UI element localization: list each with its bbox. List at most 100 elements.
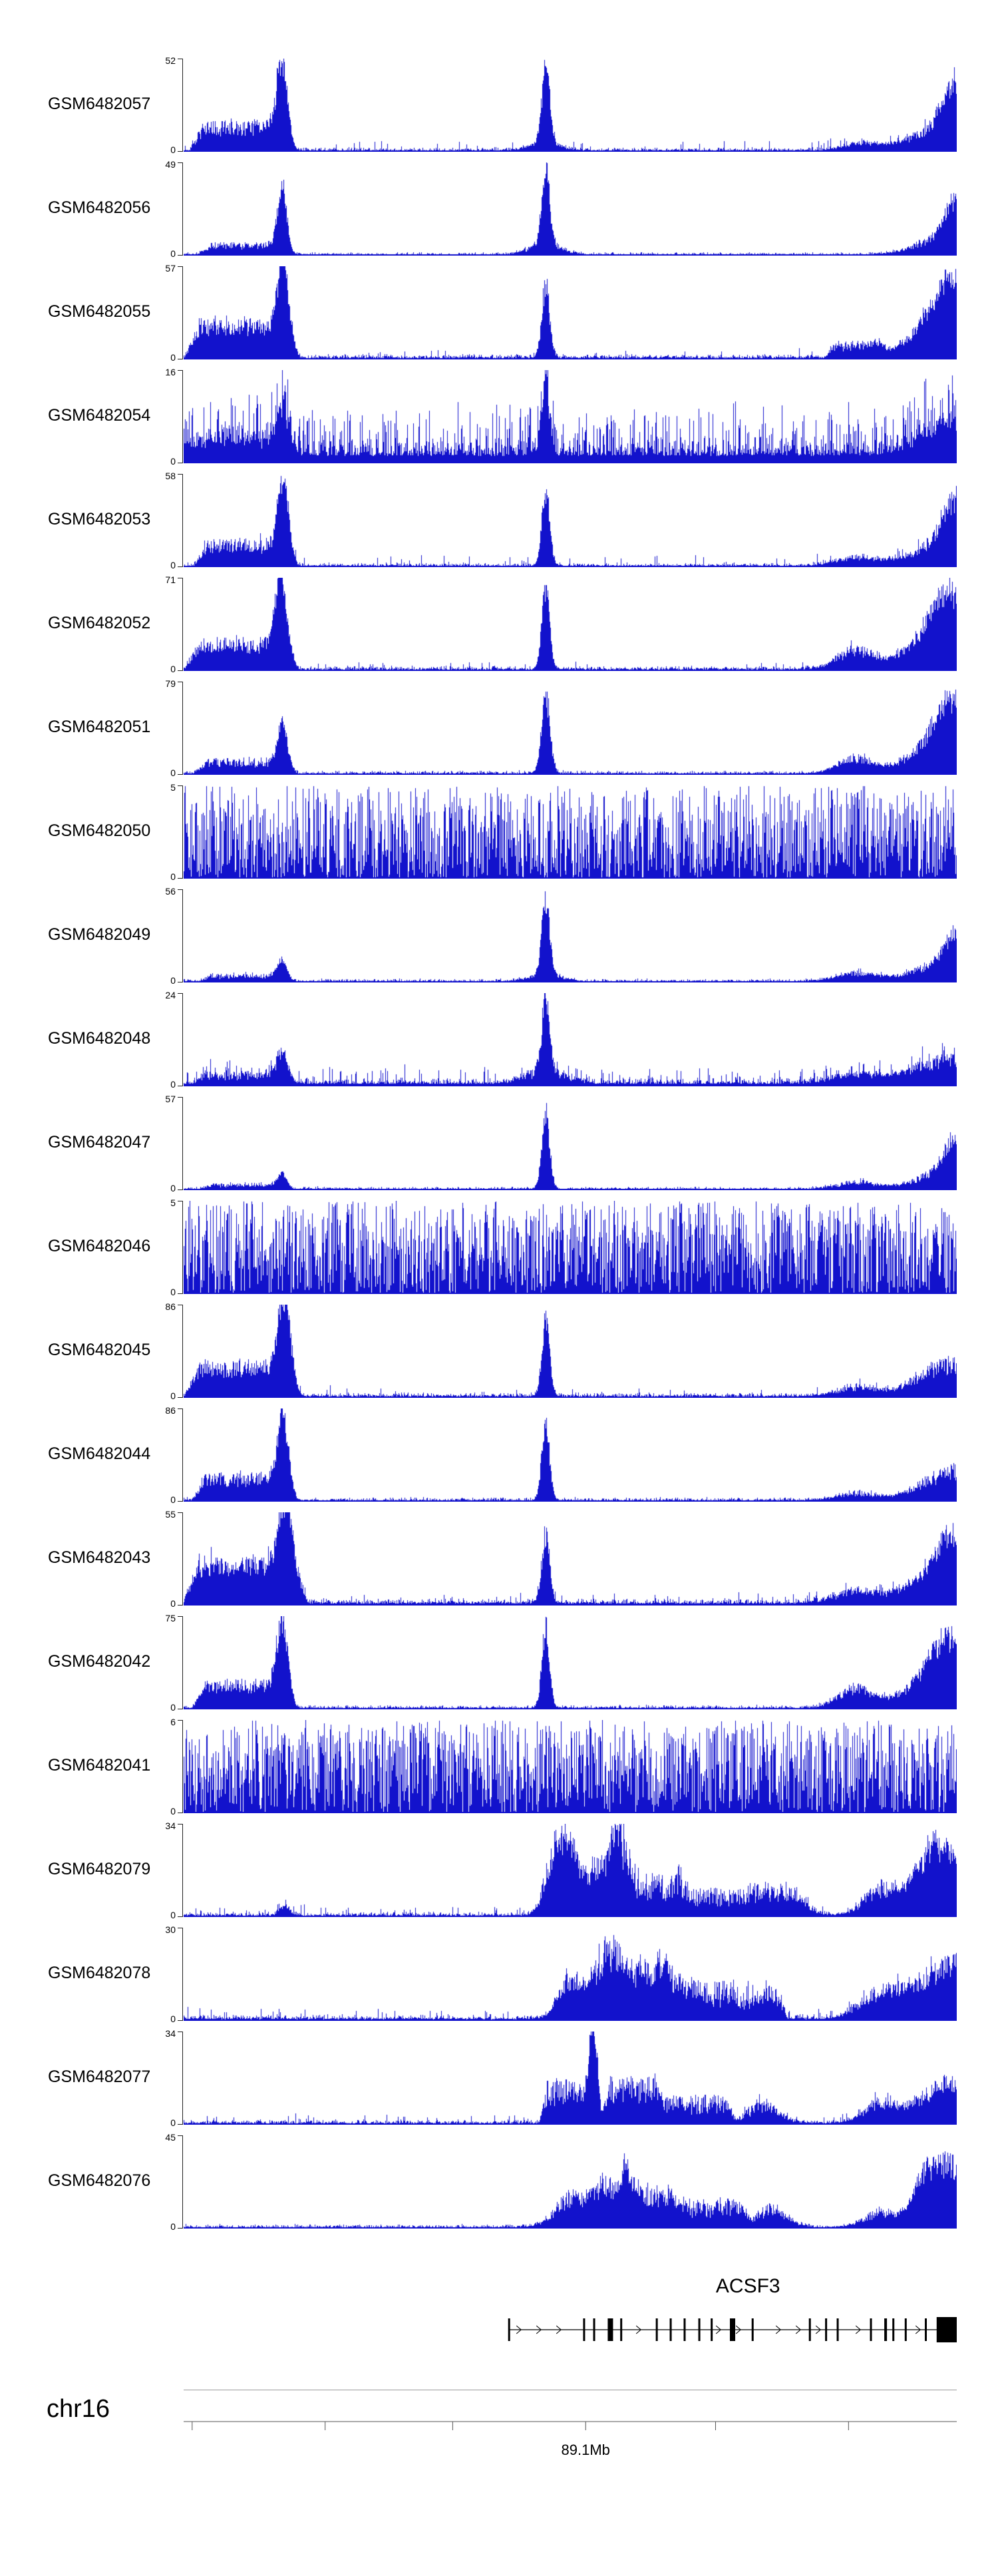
signal-area [184,59,957,152]
track-y-axis: 6 0 [161,1717,183,1817]
signal-track-row: GSM6482078 30 0 [0,1922,998,2026]
y-axis-max-label: 52 [165,55,176,66]
y-axis-max-label: 55 [165,1509,176,1520]
signal-area [184,1824,957,1917]
signal-track-row: GSM6482057 52 0 [0,53,998,157]
track-sample-label: GSM6482044 [48,1444,151,1463]
signal-area [184,1720,957,1813]
signal-area [184,682,957,775]
y-axis-zero-label: 0 [170,2014,176,2024]
track-sample-label: GSM6482050 [48,821,151,840]
track-sample-label: GSM6482046 [48,1237,151,1255]
track-sample-label: GSM6482076 [48,2171,151,2190]
y-axis-zero-label: 0 [170,767,176,778]
y-axis-max-label: 5 [170,782,176,793]
track-sample-label: GSM6482055 [48,302,151,321]
track-y-axis: 58 0 [161,471,183,570]
track-sample-label: GSM6482056 [48,198,151,217]
track-y-axis: 34 0 [161,2028,183,2128]
y-axis-zero-label: 0 [170,144,176,155]
signal-track-row: GSM6482050 5 0 [0,780,998,884]
y-axis-max-label: 79 [165,678,176,689]
y-axis-zero-label: 0 [170,664,176,674]
track-y-axis: 57 0 [161,1094,183,1193]
signal-track-row: GSM6482045 86 0 [0,1299,998,1403]
y-axis-max-label: 86 [165,1301,176,1312]
signal-tracks-panel: GSM6482057 52 0 GSM6482056 49 0 GSM64820… [0,53,998,2234]
y-axis-zero-label: 0 [170,1806,176,1817]
track-sample-label: GSM6482078 [48,1964,151,1982]
signal-area [184,1097,957,1190]
signal-track-row: GSM6482043 55 0 [0,1507,998,1611]
gene-model-track: ACSF3 [184,2275,957,2375]
y-axis-max-label: 57 [165,263,176,274]
y-axis-zero-label: 0 [170,1183,176,1193]
y-axis-max-label: 24 [165,990,176,1000]
y-axis-max-label: 56 [165,886,176,897]
signal-track-row: GSM6482042 75 0 [0,1611,998,1715]
track-y-axis: 56 0 [161,886,183,986]
signal-area [184,1305,957,1398]
y-axis-max-label: 34 [165,1821,176,1831]
signal-area [184,370,957,463]
signal-area [184,889,957,982]
signal-area [184,993,957,1086]
y-axis-max-label: 45 [165,2132,176,2143]
track-sample-label: GSM6482051 [48,718,151,736]
track-sample-label: GSM6482052 [48,614,151,632]
track-y-axis: 55 0 [161,1509,183,1609]
track-sample-label: GSM6482079 [48,1860,151,1878]
track-y-axis: 57 0 [161,263,183,363]
signal-track-row: GSM6482079 34 0 [0,1819,998,1922]
y-axis-max-label: 57 [165,1094,176,1104]
chromosome-label: chr16 [47,2395,110,2423]
track-sample-label: GSM6482045 [48,1341,151,1359]
y-axis-zero-label: 0 [170,1910,176,1920]
y-axis-zero-label: 0 [170,2117,176,2128]
track-y-axis: 75 0 [161,1613,183,1713]
y-axis-max-label: 49 [165,159,176,170]
track-sample-label: GSM6482049 [48,925,151,944]
track-y-axis: 86 0 [161,1301,183,1401]
track-sample-label: GSM6482041 [48,1756,151,1775]
position-label: 89.1Mb [561,2442,610,2458]
track-y-axis: 45 0 [161,2132,183,2232]
track-sample-label: GSM6482047 [48,1133,151,1152]
y-axis-zero-label: 0 [170,1494,176,1505]
signal-area [184,1616,957,1709]
track-y-axis: 52 0 [161,55,183,155]
y-axis-zero-label: 0 [170,975,176,986]
y-axis-max-label: 58 [165,471,176,481]
signal-area [184,578,957,671]
signal-area [184,785,957,879]
track-y-axis: 24 0 [161,990,183,1090]
signal-area [184,1201,957,1294]
y-axis-max-label: 86 [165,1405,176,1416]
y-axis-max-label: 5 [170,1197,176,1208]
track-sample-label: GSM6482048 [48,1029,151,1048]
track-y-axis: 5 0 [161,1197,183,1297]
track-sample-label: GSM6482053 [48,510,151,529]
signal-track-row: GSM6482049 56 0 [0,884,998,988]
signal-track-row: GSM6482054 16 0 [0,365,998,469]
track-y-axis: 86 0 [161,1405,183,1505]
signal-area [184,2032,957,2125]
y-axis-zero-label: 0 [170,871,176,882]
y-axis-zero-label: 0 [170,352,176,363]
y-axis-zero-label: 0 [170,560,176,570]
y-axis-zero-label: 0 [170,456,176,467]
y-axis-max-label: 6 [170,1717,176,1727]
y-axis-max-label: 34 [165,2028,176,2039]
signal-area [184,1928,957,2021]
track-sample-label: GSM6482057 [48,95,151,113]
signal-track-row: GSM6482076 45 0 [0,2130,998,2234]
y-axis-zero-label: 0 [170,1391,176,1401]
signal-track-row: GSM6482044 86 0 [0,1403,998,1507]
signal-track-row: GSM6482047 57 0 [0,1092,998,1195]
track-y-axis: 30 0 [161,1924,183,2024]
signal-track-row: GSM6482052 71 0 [0,572,998,676]
track-y-axis: 71 0 [161,574,183,674]
signal-track-row: GSM6482056 49 0 [0,157,998,261]
genome-axis-ruler [184,2421,957,2430]
